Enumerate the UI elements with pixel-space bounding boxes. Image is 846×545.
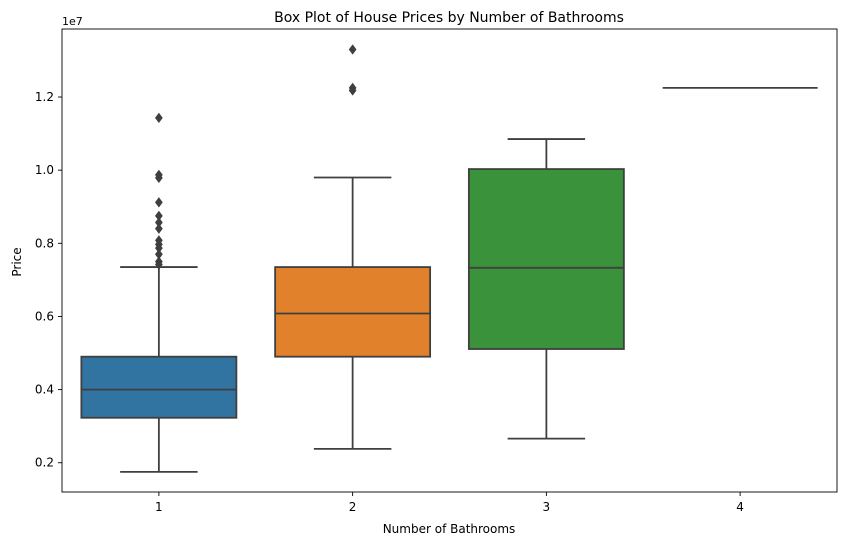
outlier-point (155, 172, 163, 184)
y-axis-offset-label: 1e7 (62, 15, 83, 28)
chart-title: Box Plot of House Prices by Number of Ba… (274, 10, 624, 26)
x-tick-label: 2 (349, 500, 357, 514)
y-tick-label: 1.0 (35, 163, 54, 177)
y-tick-label: 0.2 (35, 456, 54, 470)
outlier-point (155, 112, 163, 124)
x-tick-label: 4 (736, 500, 744, 514)
y-tick-label: 0.6 (35, 309, 54, 323)
y-tick-label: 0.8 (35, 236, 54, 250)
plot-frame (61, 28, 838, 493)
y-tick-label: 0.4 (35, 383, 54, 397)
outlier-point (348, 44, 357, 55)
x-axis-label: Number of Bathrooms (383, 522, 516, 536)
x-tick-label: 1 (155, 500, 163, 514)
box-iqr (80, 355, 238, 419)
y-axis-label: Price (10, 247, 24, 276)
box-iqr (274, 266, 432, 358)
y-tick-label: 1.2 (35, 90, 54, 104)
outlier-point (155, 259, 163, 270)
box-iqr (467, 168, 625, 350)
plot-area: 0.2 0.4 0.6 0.8 1.0 1.2 1 2 3 4 (35, 28, 838, 514)
outlier-point (155, 223, 163, 234)
outlier-point (348, 85, 357, 96)
outlier-point (155, 197, 163, 208)
x-tick-label: 3 (543, 500, 551, 514)
